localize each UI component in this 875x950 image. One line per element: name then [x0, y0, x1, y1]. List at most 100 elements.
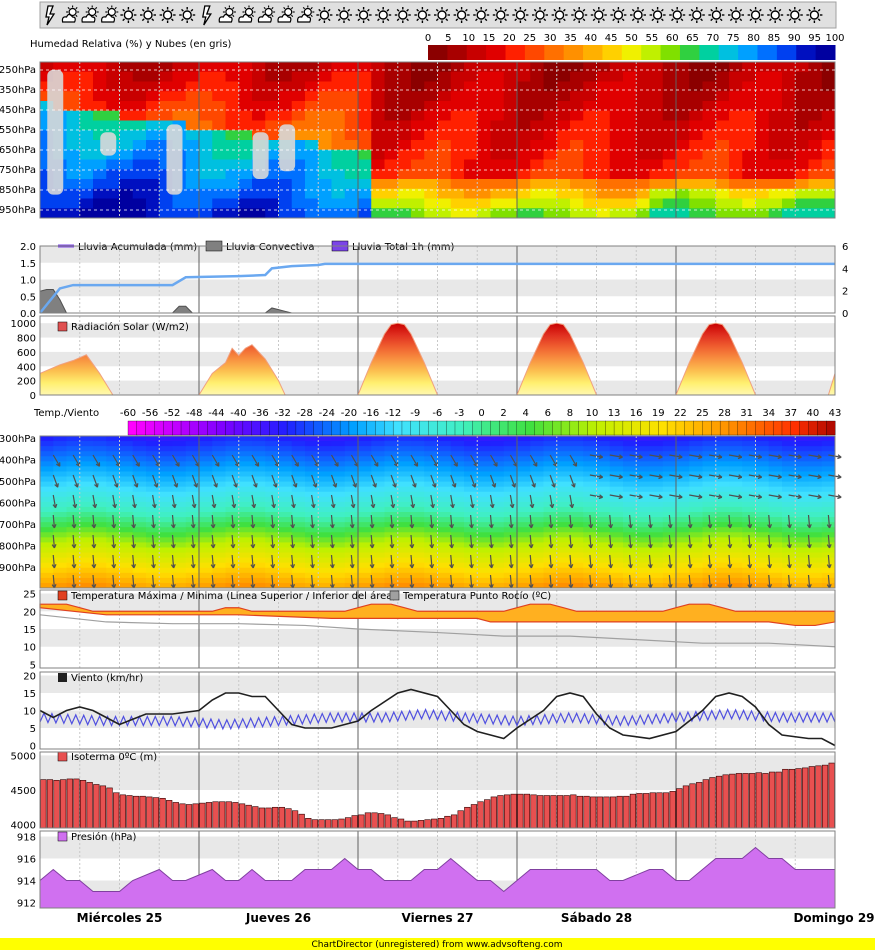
temp-cell: [225, 476, 240, 483]
temp-cell: [768, 527, 783, 533]
wind-arrow-head: [54, 483, 59, 488]
temp-cell: [371, 532, 385, 538]
temp-cell: [252, 446, 266, 452]
temp-cell: [199, 486, 213, 493]
temp-cell: [795, 522, 809, 528]
sun-ray: [386, 8, 390, 12]
temp-cell: [556, 496, 571, 503]
humidity-cell: [689, 101, 703, 112]
isotherm-bar: [749, 773, 756, 829]
wind-arrow-head: [190, 524, 196, 529]
humidity-cell: [93, 91, 107, 102]
wind-arrow: [211, 554, 214, 569]
humidity-cell: [729, 208, 743, 219]
temp-cell: [278, 517, 293, 523]
temp-cell: [384, 522, 399, 528]
humidity-cell: [305, 169, 319, 180]
temp-cell: [715, 562, 730, 569]
temp-cell: [715, 496, 730, 503]
colorbar-swatch: [578, 420, 589, 436]
temp-cell: [397, 466, 412, 472]
humidity-cell: [159, 81, 173, 92]
humidity-cell: [503, 120, 518, 131]
humidity-cell: [265, 91, 279, 102]
humidity-cell: [437, 169, 452, 180]
temp-cell: [358, 512, 372, 518]
humidity-cell: [331, 140, 346, 151]
humidity-cell: [40, 110, 54, 121]
wind-arrow-head: [647, 544, 653, 549]
humidity-cell: [636, 120, 650, 131]
temp-cell: [742, 547, 756, 554]
humidity-cell: [384, 120, 399, 131]
temp-cell: [530, 491, 544, 498]
humidity-cell: [79, 169, 94, 180]
temp-cell: [119, 547, 134, 554]
humidity-cell: [106, 110, 120, 121]
humidity-cell: [715, 208, 730, 219]
temp-cell: [530, 486, 544, 493]
wind-arrow: [629, 514, 632, 529]
temp-cell: [437, 441, 452, 447]
temp-cell: [570, 481, 584, 488]
temp-cell: [715, 461, 730, 467]
temp-cell: [503, 567, 518, 574]
cloud-sun-ray: [94, 7, 98, 10]
humidity-cell: [530, 159, 544, 170]
wind-arrow: [291, 574, 294, 589]
temp-cell: [411, 557, 425, 564]
temp-cell: [146, 522, 160, 528]
isotherm-bar: [755, 772, 762, 829]
temp-cell: [199, 572, 213, 579]
wind-arrow: [649, 474, 663, 478]
temp-cell: [821, 486, 836, 493]
colorbar-swatch: [260, 420, 270, 436]
wind-arrow: [688, 514, 691, 529]
humidity-cell: [782, 198, 796, 209]
temp-cell: [132, 476, 147, 483]
temp-cell: [397, 557, 412, 564]
temp-cell: [517, 481, 531, 488]
wind-arrow: [807, 554, 811, 569]
humidity-cell: [159, 149, 173, 160]
temp-cell: [199, 481, 213, 488]
temp-cell: [146, 486, 160, 493]
temp-cell: [331, 542, 346, 548]
temp-cell: [795, 461, 809, 467]
level-label: 850hPa: [0, 185, 36, 196]
temp-cell: [543, 506, 558, 513]
humidity-cell: [437, 91, 452, 102]
humidity-cell: [93, 149, 107, 160]
temp-cell: [291, 552, 306, 559]
sun-ray: [641, 8, 645, 12]
temp-cell: [490, 512, 505, 518]
temp-cell: [517, 471, 531, 478]
temp-cell: [212, 517, 226, 523]
humidity-cell: [636, 208, 650, 219]
accumulated-rain-line: [39, 262, 835, 314]
temp-cell: [199, 522, 213, 528]
humidity-cell: [331, 91, 346, 102]
humidity-cell: [119, 91, 134, 102]
humidity-cell: [106, 71, 120, 82]
humidity-cell: [146, 140, 160, 151]
humidity-cell: [238, 188, 253, 199]
humidity-cell: [477, 81, 491, 92]
wind-arrow: [271, 494, 275, 508]
temp-cell: [146, 436, 160, 442]
temp-cell: [543, 562, 558, 569]
humidity-cell: [808, 140, 823, 151]
humidity-cell: [132, 208, 147, 219]
temp-cell: [212, 542, 226, 548]
temp-cell: [411, 466, 425, 472]
colorbar-swatch: [242, 420, 253, 436]
humidity-cell: [159, 140, 173, 151]
humidity-cell: [344, 71, 359, 82]
temp-cell: [212, 496, 226, 503]
temp-cell: [729, 446, 743, 452]
temp-cell: [437, 582, 452, 589]
temp-cell: [821, 496, 836, 503]
colorbar-swatch: [543, 420, 553, 436]
temp-cell: [477, 506, 491, 513]
